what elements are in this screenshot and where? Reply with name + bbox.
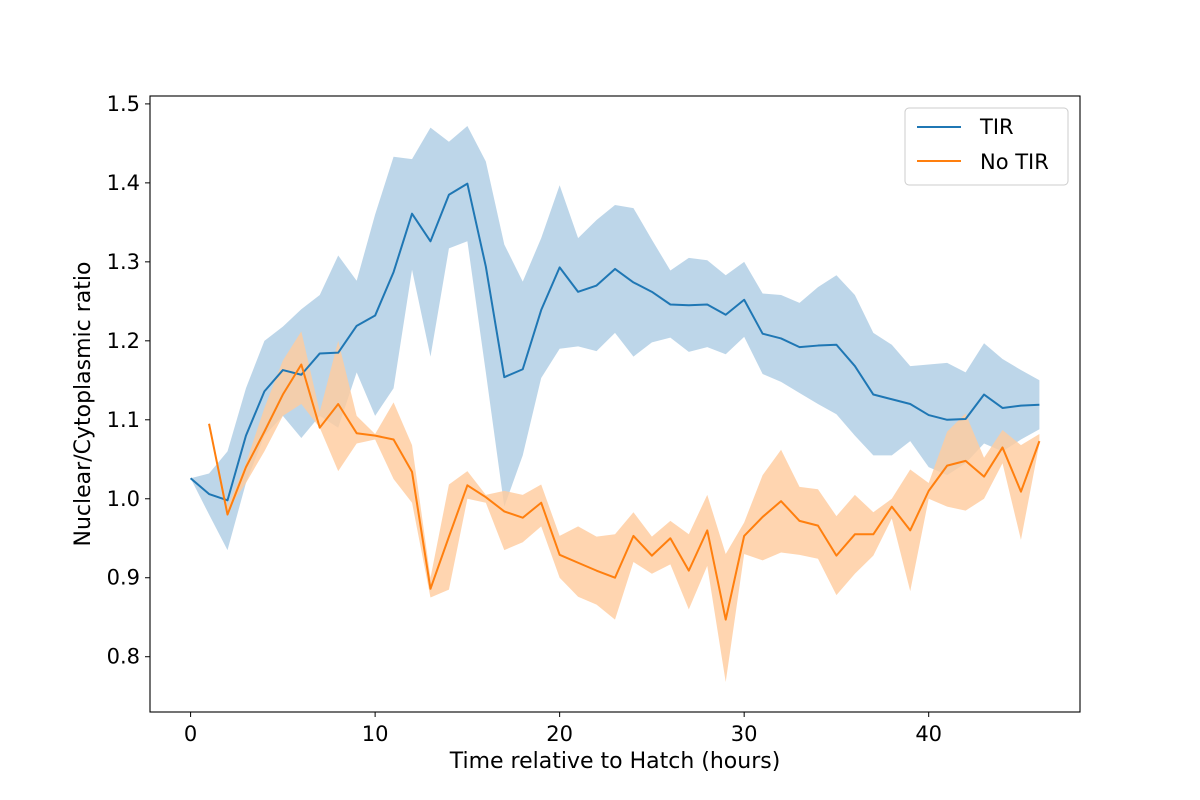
y-tick-label: 1.4	[107, 171, 140, 195]
y-tick-label: 1.0	[107, 487, 140, 511]
series-line-no-tir	[208, 363, 1041, 621]
series-line-tir	[189, 182, 1040, 502]
legend-label-no-tir: No TIR	[980, 150, 1049, 174]
band-no-tir	[209, 331, 1040, 682]
y-tick-label: 1.1	[107, 408, 140, 432]
y-tick-label: 1.3	[107, 250, 140, 274]
series-lines	[189, 182, 1041, 621]
y-tick-label: 1.5	[107, 92, 140, 116]
band-tir	[190, 126, 1040, 551]
y-tick-label: 0.9	[107, 566, 140, 590]
y-tick-label: 0.8	[107, 645, 140, 669]
x-axis-label: Time relative to Hatch (hours)	[449, 749, 781, 774]
legend: TIR No TIR	[904, 107, 1069, 186]
x-tick-label: 40	[915, 722, 942, 746]
x-tick-label: 20	[546, 722, 573, 746]
y-axis-ticks: 0.8 0.9 1.0 1.1 1.2 1.3 1.4 1.5	[107, 92, 150, 669]
x-tick-label: 10	[362, 722, 389, 746]
x-tick-label: 0	[184, 722, 197, 746]
confidence-bands	[190, 126, 1040, 682]
y-axis-label: Nuclear/Cytoplasmic ratio	[71, 262, 96, 547]
plot-frame	[149, 95, 1081, 713]
x-tick-label: 30	[731, 722, 758, 746]
x-axis-ticks: 0 10 20 30 40	[184, 712, 942, 746]
legend-label-tir: TIR	[979, 115, 1014, 139]
y-tick-label: 1.2	[107, 329, 140, 353]
